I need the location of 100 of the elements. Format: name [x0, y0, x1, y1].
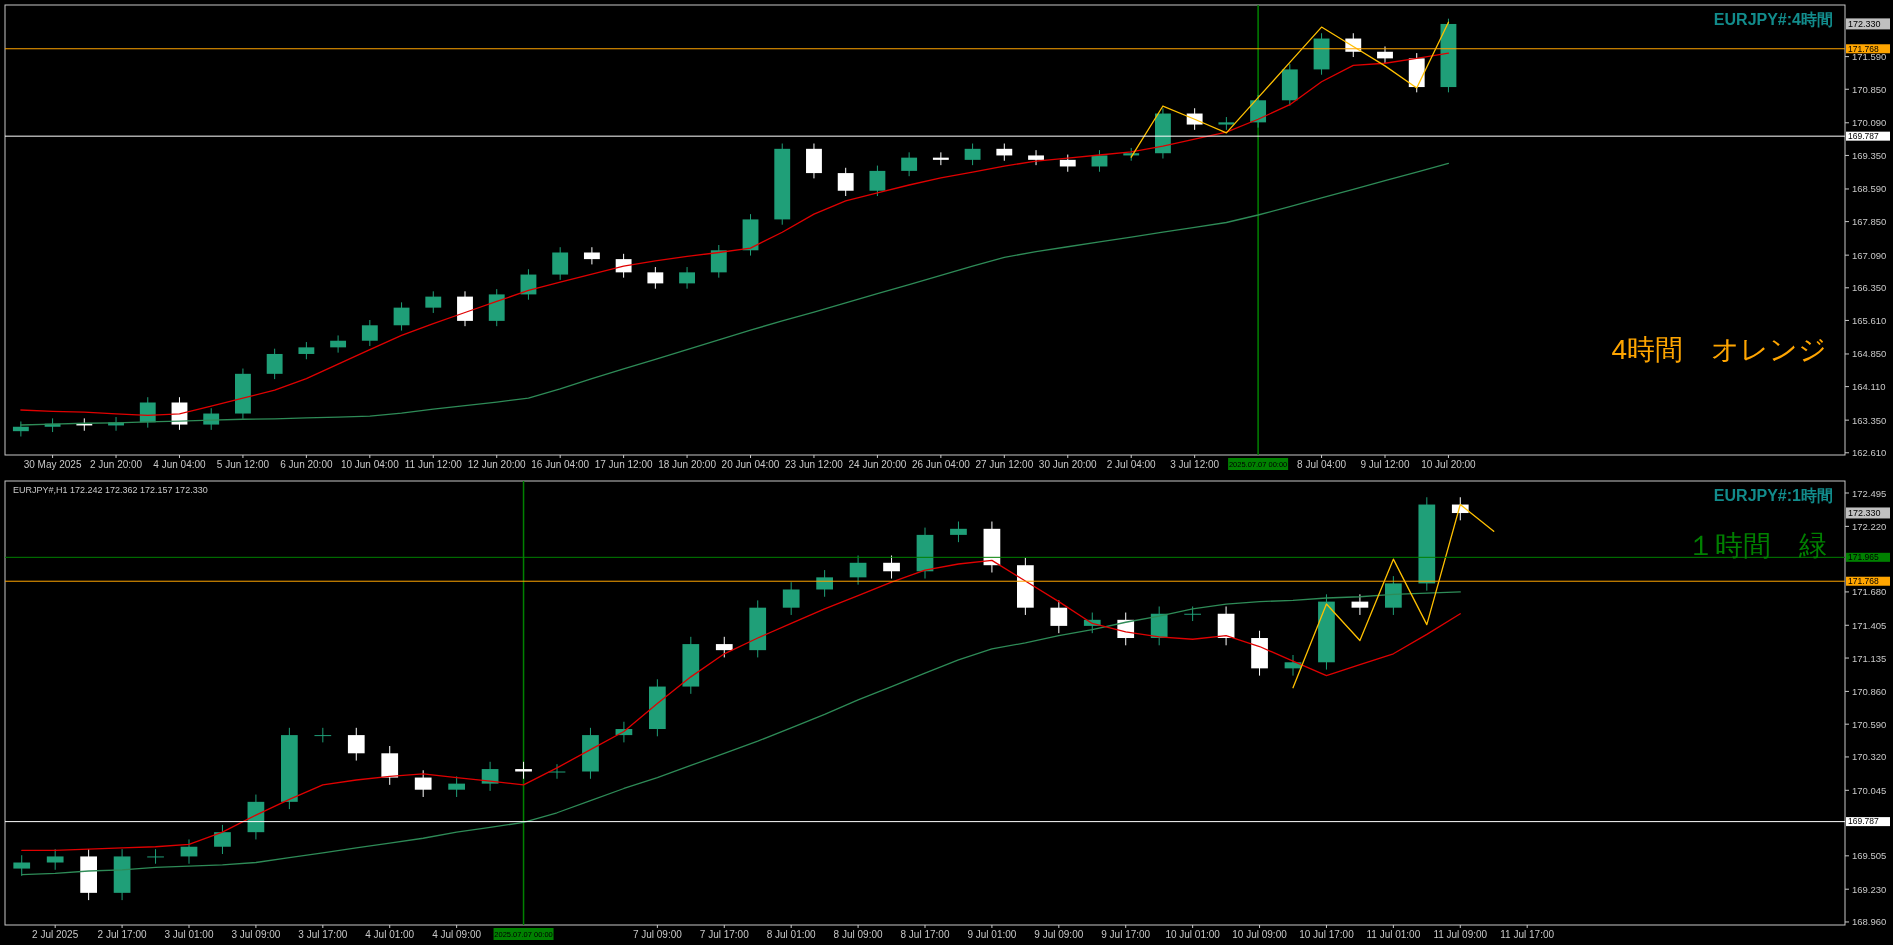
candlestick: [950, 521, 967, 543]
x-tick-label: 10 Jun 04:00: [340, 459, 400, 470]
line-series: [21, 591, 1461, 876]
chart-title: EURJPY#:1時間: [1713, 487, 1833, 504]
x-tick-label: 11 Jun 12:00: [404, 459, 463, 470]
candlestick: [214, 824, 231, 855]
x-tick-label: 10 Jul 01:00: [1165, 929, 1221, 940]
candlestick: [583, 246, 600, 265]
y-tick-label: 170.090: [1852, 117, 1887, 129]
y-tick-label: 170.860: [1852, 685, 1887, 697]
candlestick: [448, 775, 465, 798]
y-tick-label: 163.350: [1852, 414, 1887, 426]
y-tick-label: 169.230: [1852, 883, 1887, 895]
candlestick: [414, 769, 432, 798]
candlestick: [1028, 149, 1044, 166]
candlestick: [481, 761, 499, 792]
candlestick: [425, 290, 442, 314]
candlestick: [1050, 599, 1068, 634]
x-tick-label: 27 Jun 12:00: [975, 459, 1034, 470]
x-tick-label: 3 Jul 12:00: [1170, 459, 1220, 470]
x-tick-label: 16 Jun 04:00: [531, 459, 590, 470]
y-tick-label: 169.350: [1852, 149, 1887, 161]
x-tick-label: 11 Jul 17:00: [1500, 929, 1555, 940]
line-series: [1292, 503, 1495, 689]
y-tick-label: 171.405: [1852, 619, 1887, 631]
x-tick-label: 2 Jul 2025: [32, 929, 79, 940]
x-tick-label: 30 Jun 20:00: [1038, 459, 1098, 470]
x-tick-label: 5 Jun 12:00: [216, 459, 270, 470]
y-tick-label: 167.850: [1852, 216, 1887, 228]
candlestick: [147, 848, 164, 865]
y-tick-label: 171.590: [1852, 51, 1887, 63]
annotation: 4時間 オレンジ: [1611, 333, 1827, 365]
y-tick-label: 167.090: [1852, 249, 1887, 261]
ref-line-label: 171.768: [1848, 43, 1879, 54]
candlestick: [647, 266, 664, 290]
candlestick: [837, 167, 854, 197]
x-tick-label: 9 Jul 01:00: [967, 929, 1017, 940]
candlestick: [1250, 94, 1267, 129]
text: EURJPY#,H1 172.242 172.362 172.157 172.330: [13, 485, 208, 495]
candlestick: [552, 246, 569, 281]
y-tick-label: 171.135: [1852, 652, 1887, 664]
candlestick: [393, 301, 410, 332]
x-tick-label: 24 Jun 20:00: [848, 459, 907, 470]
x-tick-label: 4 Jul 01:00: [365, 929, 415, 940]
y-tick-label: 164.110: [1852, 381, 1886, 393]
x-tick-label: 3 Jul 17:00: [298, 929, 348, 940]
candlestick: [347, 727, 365, 762]
y-tick-label: 172.220: [1852, 520, 1887, 532]
candlestick: [266, 348, 283, 380]
y-tick-label: 162.610: [1852, 447, 1887, 459]
y-tick-label: 170.320: [1852, 751, 1887, 763]
x-tick-label: 11 Jul 01:00: [1366, 929, 1421, 940]
x-tick-label: 8 Jul 04:00: [1297, 459, 1347, 470]
candlestick: [849, 555, 867, 586]
x-tick-label: 23 Jun 12:00: [785, 459, 844, 470]
y-tick-label: 170.590: [1852, 718, 1887, 730]
candlestick: [715, 636, 733, 658]
y-tick-label: 165.610: [1852, 314, 1887, 326]
y-tick-label: 169.505: [1852, 850, 1887, 862]
x-tick-label: 3 Jul 09:00: [231, 929, 281, 940]
candlestick: [1351, 593, 1369, 616]
chart-title: EURJPY#:4時間: [1713, 11, 1833, 28]
x-tick-label: 7 Jul 09:00: [632, 929, 683, 940]
x-tick-label: 20 Jun 04:00: [721, 459, 780, 470]
candlestick: [13, 854, 31, 877]
y-tick-label: 166.350: [1852, 282, 1887, 294]
candlestick: [901, 151, 918, 177]
x-tick-label: 2 Jun 20:00: [89, 459, 143, 470]
x-tick-label: 9 Jul 17:00: [1101, 929, 1151, 940]
x-tick-label: 9 Jul 12:00: [1360, 459, 1410, 470]
x-tick-label: 10 Jul 09:00: [1232, 929, 1288, 940]
candlestick: [932, 151, 949, 166]
y-tick-label: 172.495: [1852, 487, 1887, 499]
candlestick: [1377, 45, 1393, 65]
x-tick-label: 9 Jul 09:00: [1034, 929, 1084, 940]
candlestick: [46, 848, 64, 871]
x-tick-label: 30 May 2025: [23, 459, 82, 470]
annotation: １時間 緑: [1687, 529, 1827, 561]
x-tick-label: 17 Jun 12:00: [594, 459, 653, 470]
y-tick-label: 168.590: [1852, 183, 1887, 195]
candlestick: [782, 581, 800, 616]
ref-line-label: 171.965: [1848, 552, 1879, 563]
candlestick: [883, 555, 900, 580]
x-tick-label: 4 Jun 04:00: [153, 459, 207, 470]
ref-line-label: 169.787: [1848, 816, 1879, 827]
candlestick: [12, 420, 29, 437]
ref-line-label: 169.787: [1848, 130, 1879, 141]
x-tick-label: 8 Jul 01:00: [766, 929, 817, 940]
x-tick-label: 18 Jun 20:00: [658, 459, 717, 470]
x-tick-label: 11 Jul 09:00: [1433, 929, 1488, 940]
y-tick-label: 168.960: [1852, 916, 1887, 928]
x-tick-label: 8 Jul 17:00: [900, 929, 950, 940]
candlestick: [964, 143, 981, 166]
candlestick: [710, 244, 727, 279]
text: 172.330: [1848, 507, 1881, 518]
text: 172.330: [1848, 18, 1881, 29]
candlestick: [869, 165, 886, 197]
x-tick-label: 4 Jul 09:00: [432, 929, 482, 940]
x-tick-label: 10 Jul 20:00: [1421, 459, 1477, 470]
x-tick-label: 2 Jul 04:00: [1106, 459, 1157, 470]
